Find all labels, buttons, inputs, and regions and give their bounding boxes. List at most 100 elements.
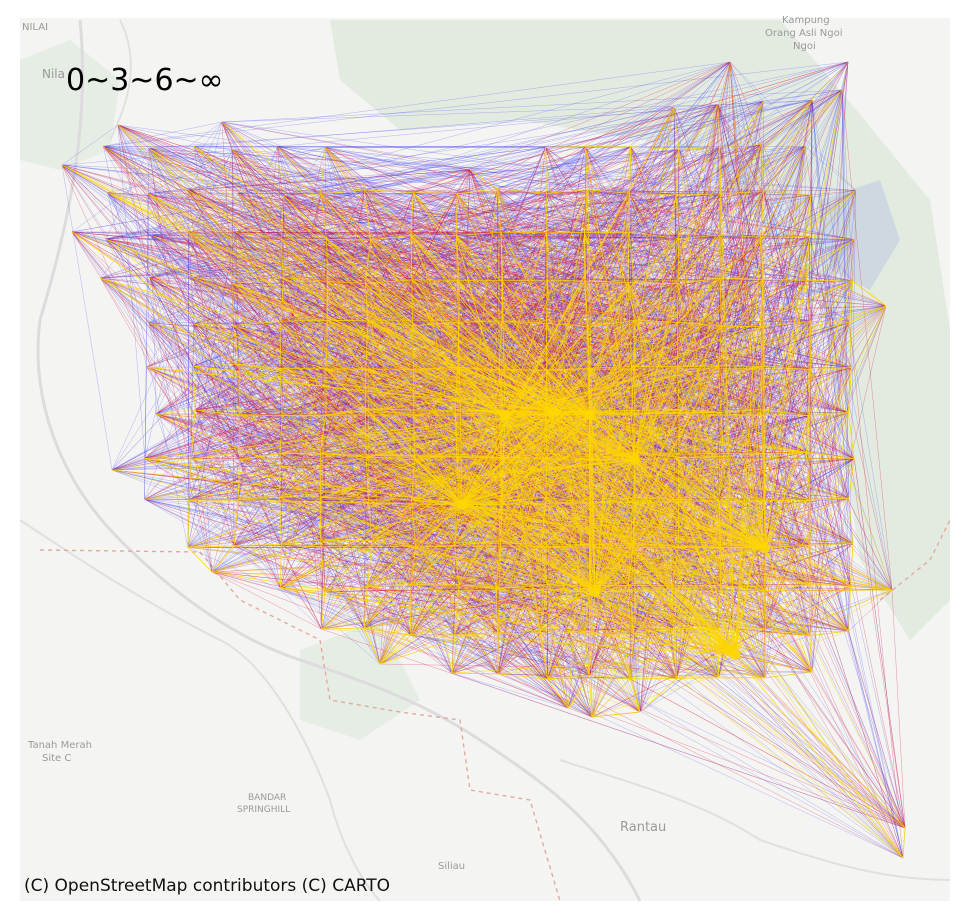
- flow-line-low: [190, 192, 414, 460]
- flow-line-low: [325, 147, 414, 370]
- flow-line-low: [111, 469, 239, 500]
- road-tertiary: [559, 759, 951, 881]
- flow-line-low: [629, 192, 679, 284]
- flow-line-low: [190, 414, 240, 460]
- flow-line-low: [327, 194, 677, 282]
- flow-line-low: [809, 458, 855, 501]
- flow-line-low: [103, 146, 414, 193]
- flow-line-low: [155, 413, 766, 679]
- flow-line-low: [277, 146, 677, 196]
- flow-line-low: [720, 144, 762, 195]
- flow-line-low: [677, 283, 807, 453]
- flow-line-low: [105, 169, 471, 240]
- place-label: Nila: [42, 67, 65, 81]
- flow-line-low: [103, 146, 762, 410]
- flow-line-low: [144, 499, 499, 675]
- flow-line-low: [237, 499, 282, 545]
- flow-line-low: [105, 104, 718, 240]
- flow-line-low: [148, 147, 321, 498]
- flow-line-low: [848, 630, 906, 829]
- flow-line-low: [71, 147, 546, 233]
- flow-line-low: [546, 323, 906, 829]
- flow-line-low: [717, 104, 762, 145]
- flow-line-low: [149, 100, 813, 149]
- flow-line-low: [280, 587, 569, 709]
- flow-line-low: [61, 164, 460, 586]
- flow-line-low: [458, 232, 585, 281]
- flow-line-low: [281, 415, 283, 545]
- flow-line-low: [634, 194, 677, 453]
- flow-line-low: [235, 193, 721, 233]
- flow-line-low: [100, 235, 457, 279]
- flow-line-low: [368, 499, 499, 674]
- flow-line-low: [193, 323, 213, 573]
- flow-line-low: [149, 89, 843, 279]
- flow-line-low: [589, 675, 906, 829]
- flow-line-low: [546, 194, 811, 371]
- flow-line-low: [455, 192, 630, 410]
- flow-line-low: [456, 146, 805, 236]
- flow-line-low: [148, 147, 503, 322]
- flow-line-low: [193, 232, 547, 367]
- flow-line-low: [232, 320, 369, 326]
- flow-line-low: [144, 193, 149, 500]
- flow-line-low: [673, 107, 721, 236]
- flow-line-low: [410, 634, 453, 674]
- flow-line-low: [151, 234, 629, 283]
- flow-line-low: [194, 145, 629, 283]
- flow-line-low: [639, 546, 679, 713]
- flow-line-low: [61, 124, 119, 166]
- flow-line-low: [71, 231, 679, 285]
- flow-line-low: [190, 458, 416, 549]
- flow-line-low: [147, 193, 194, 279]
- flow-line-low: [103, 146, 458, 194]
- flow-line-low: [720, 144, 762, 413]
- flow-line-low: [810, 100, 813, 196]
- flow-line-low: [147, 147, 546, 194]
- flow-line-low: [848, 190, 857, 632]
- flow-line-low: [320, 61, 849, 195]
- place-label: Site C: [42, 753, 71, 764]
- flow-line-low: [117, 124, 630, 194]
- flow-line-low: [188, 231, 719, 367]
- place-label: Kampung: [782, 15, 830, 26]
- flow-line-low: [325, 147, 810, 546]
- flow-line-low: [718, 89, 843, 501]
- flow-line-low: [629, 192, 850, 323]
- flow-line-low: [233, 545, 322, 630]
- flow-line-low: [763, 321, 811, 454]
- flow-line-low: [144, 320, 369, 459]
- flow-line-low: [379, 588, 497, 665]
- flow-line-low: [630, 146, 721, 279]
- flow-line-low: [190, 144, 762, 460]
- flow-line-low: [458, 584, 593, 718]
- flow-line-low: [279, 280, 806, 369]
- flow-line-low: [190, 232, 237, 460]
- flow-line-low: [277, 100, 764, 147]
- flow-line-low: [146, 146, 720, 368]
- flow-line-low: [111, 283, 234, 471]
- flow-line-low: [497, 188, 766, 679]
- flow-line-low: [232, 149, 585, 233]
- flow-line-low: [810, 195, 849, 413]
- flow-line-low: [630, 146, 855, 459]
- flow-line-low: [811, 190, 857, 673]
- flow-line-low: [193, 320, 636, 325]
- flow-line-low: [763, 190, 810, 237]
- flow-line-low: [105, 106, 675, 240]
- flow-line-low: [117, 124, 373, 541]
- flow-line-low: [117, 124, 721, 586]
- flow-line-low: [413, 192, 761, 238]
- flow-line-low: [232, 194, 321, 284]
- flow-line-low: [379, 409, 762, 665]
- place-label: SPRINGHILL: [237, 805, 290, 815]
- flow-line-low: [454, 146, 586, 410]
- flow-line-low: [232, 232, 585, 284]
- flow-line-low: [193, 323, 414, 416]
- flow-line-low: [853, 458, 906, 829]
- flow-line-low: [221, 121, 327, 240]
- flow-line-low: [149, 146, 805, 149]
- flow-line-low: [103, 146, 189, 548]
- flow-line-low: [111, 61, 849, 471]
